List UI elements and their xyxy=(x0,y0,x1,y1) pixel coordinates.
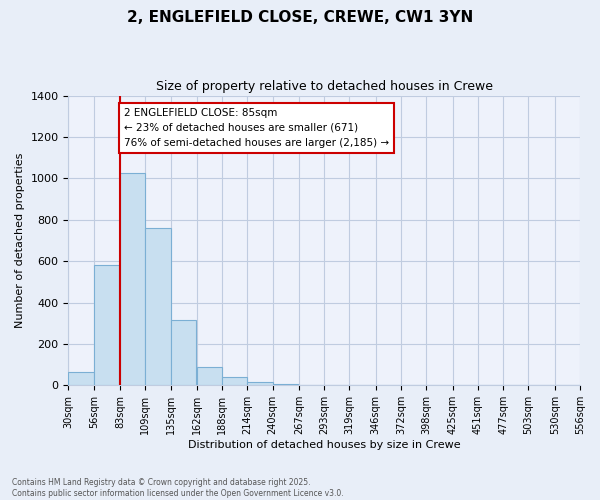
Bar xyxy=(94,266,119,386)
Text: 2, ENGLEFIELD CLOSE, CREWE, CW1 3YN: 2, ENGLEFIELD CLOSE, CREWE, CW1 3YN xyxy=(127,10,473,25)
Bar xyxy=(68,372,94,386)
Bar xyxy=(272,384,298,386)
Bar xyxy=(197,367,222,386)
Text: Contains HM Land Registry data © Crown copyright and database right 2025.
Contai: Contains HM Land Registry data © Crown c… xyxy=(12,478,344,498)
Title: Size of property relative to detached houses in Crewe: Size of property relative to detached ho… xyxy=(156,80,493,93)
Bar xyxy=(222,378,247,386)
Bar xyxy=(145,228,170,386)
X-axis label: Distribution of detached houses by size in Crewe: Distribution of detached houses by size … xyxy=(188,440,461,450)
Y-axis label: Number of detached properties: Number of detached properties xyxy=(15,153,25,328)
Bar xyxy=(120,173,145,386)
Text: 2 ENGLEFIELD CLOSE: 85sqm
← 23% of detached houses are smaller (671)
76% of semi: 2 ENGLEFIELD CLOSE: 85sqm ← 23% of detac… xyxy=(124,108,389,148)
Bar xyxy=(170,320,196,386)
Bar xyxy=(247,382,272,386)
